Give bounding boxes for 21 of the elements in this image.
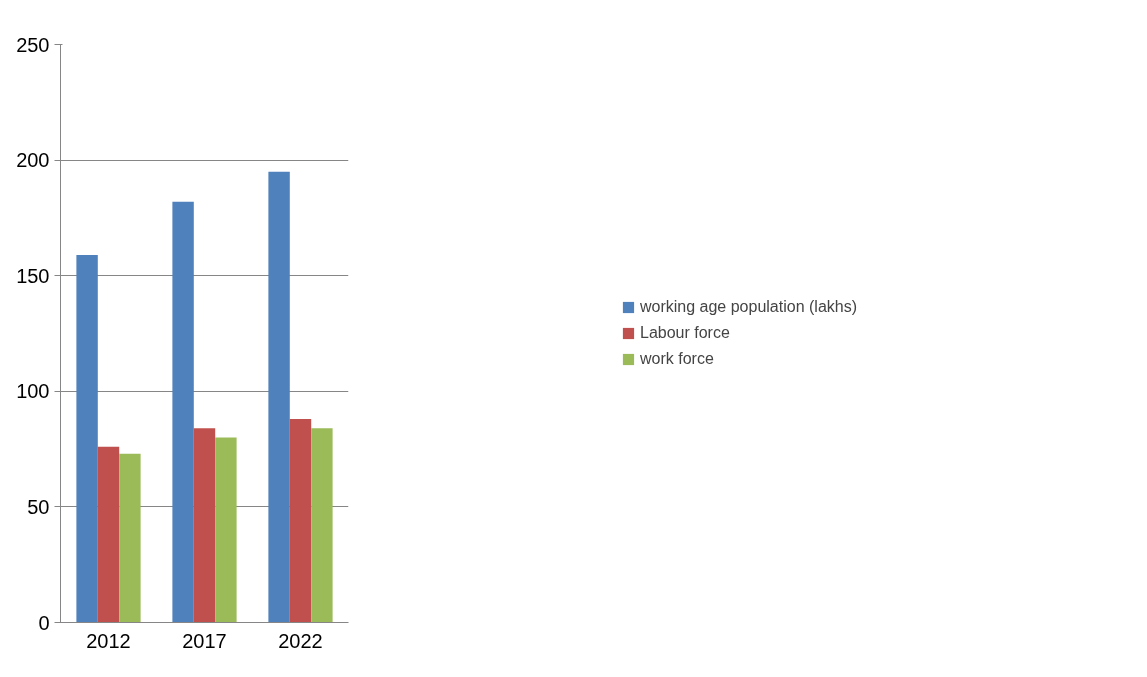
x-tick-label: 2012 [86, 629, 131, 652]
legend-label: Labour force [639, 324, 730, 342]
bar [119, 453, 141, 623]
bar [289, 419, 312, 623]
bar [193, 428, 216, 623]
bar [76, 254, 98, 623]
legend-label: work force [639, 350, 714, 368]
bar [172, 201, 194, 623]
x-tick-label: 2022 [278, 629, 323, 652]
y-tick-label: 50 [27, 495, 50, 518]
y-tick-label: 250 [16, 33, 50, 56]
y-tick-label: 150 [16, 264, 50, 287]
y-tick-label: 100 [16, 380, 50, 403]
bar [311, 428, 333, 623]
legend-label: working age population (lakhs) [639, 298, 858, 316]
bar [215, 437, 237, 623]
bar [97, 446, 120, 623]
y-tick-label: 0 [38, 611, 50, 634]
bar [268, 171, 290, 623]
y-tick-label: 200 [16, 149, 50, 172]
x-tick-label: 2017 [182, 629, 227, 652]
